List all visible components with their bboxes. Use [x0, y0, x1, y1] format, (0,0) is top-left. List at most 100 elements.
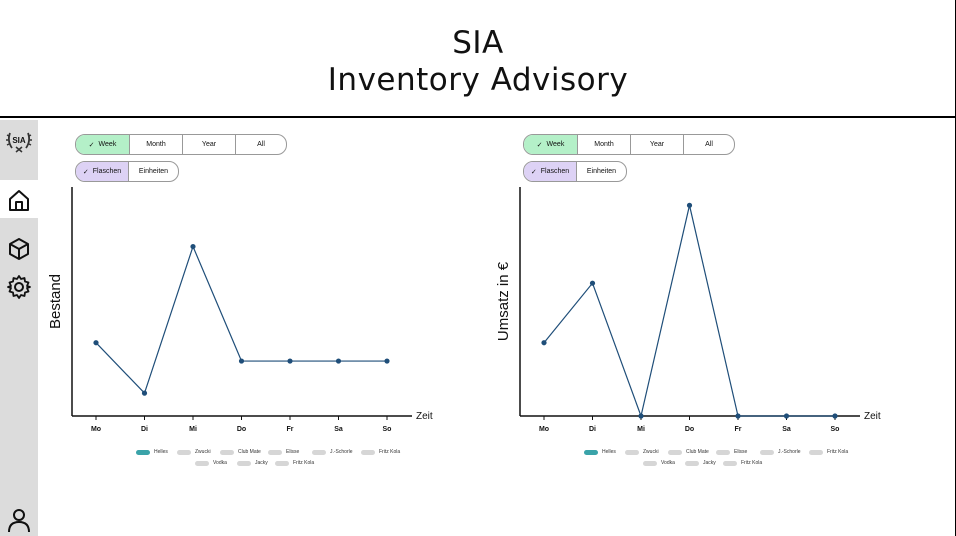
x-tick-label: Mo: [539, 426, 549, 433]
legend-swatch: [625, 449, 639, 455]
app-header: SIA Inventory Advisory: [0, 0, 956, 118]
period-filter: ✓ Week Month Year All: [75, 134, 287, 155]
check-icon: ✓: [88, 141, 95, 149]
stock-chart: Bestand Zeit Mo Di Mi Do Fr Sa So: [47, 187, 433, 433]
user-icon[interactable]: [5, 506, 33, 534]
chart-legend: Helles Zwucki Club Mate Elisse J.-Schorl…: [136, 449, 416, 473]
period-filter: ✓ Week Month Year All: [523, 134, 735, 155]
x-tick-label: Fr: [735, 426, 742, 433]
legend-swatch: [237, 460, 251, 466]
revenue-panel: ✓ Week Month Year All ✓ Flaschen Einheiten…: [486, 120, 926, 536]
legend-item[interactable]: Jacky: [685, 460, 716, 466]
legend-item[interactable]: Vodka: [643, 460, 675, 466]
legend-item[interactable]: Fritz Kola: [809, 449, 848, 455]
check-icon: ✓: [530, 168, 537, 176]
check-icon: ✓: [536, 141, 543, 149]
period-month-button[interactable]: Month: [130, 135, 183, 154]
legend-item[interactable]: Vodka: [195, 460, 227, 466]
data-point: [541, 340, 547, 346]
x-tick-label: Do: [685, 426, 694, 433]
unit-einheiten-button[interactable]: Einheiten: [138, 168, 169, 175]
legend-swatch: [668, 449, 682, 455]
legend-item[interactable]: Zwucki: [177, 449, 211, 455]
data-point: [238, 358, 245, 364]
legend-item[interactable]: Fritz Kola: [723, 460, 762, 466]
legend-item[interactable]: Fritz Kola: [275, 460, 314, 466]
app-title: SIA: [452, 25, 504, 61]
period-all-button[interactable]: All: [257, 141, 265, 148]
legend-item[interactable]: Zwucki: [625, 449, 659, 455]
unit-filter: ✓ Flaschen Einheiten: [523, 161, 627, 182]
x-tick-label: Di: [141, 426, 148, 433]
period-week-button[interactable]: ✓ Week: [524, 135, 578, 154]
legend-swatch: [685, 460, 699, 466]
app-subtitle: Inventory Advisory: [327, 62, 629, 98]
legend-swatch: [760, 449, 774, 455]
data-point: [735, 413, 741, 419]
period-year-button[interactable]: Year: [183, 135, 236, 154]
stock-panel: ✓ Week Month Year All ✓ Flaschen Einheiten…: [38, 120, 478, 536]
x-tick-label: Do: [237, 426, 246, 433]
x-tick-label: Mi: [189, 426, 197, 433]
x-axis-label: Zeit: [416, 411, 433, 422]
legend-swatch: [136, 449, 150, 455]
legend-item[interactable]: Elisse: [716, 449, 747, 455]
data-point: [686, 202, 693, 208]
legend-swatch: [312, 449, 326, 455]
legend-swatch: [268, 449, 282, 455]
legend-swatch: [723, 460, 737, 466]
x-tick-label: Sa: [782, 426, 791, 433]
period-all-button[interactable]: All: [705, 141, 713, 148]
x-tick-label: Di: [589, 426, 596, 433]
legend-item[interactable]: Club Mate: [220, 449, 261, 455]
chart-legend: Helles Zwucki Club Mate Elisse J.-Schorl…: [584, 449, 864, 473]
legend-item[interactable]: Jacky: [237, 460, 268, 466]
box-icon[interactable]: [5, 235, 33, 263]
logo-text: SIA: [12, 136, 26, 145]
unit-flaschen-button[interactable]: ✓ Flaschen: [524, 162, 577, 181]
series-line: [543, 205, 835, 419]
legend-swatch: [809, 449, 823, 455]
x-tick-label: Mi: [637, 426, 645, 433]
x-axis-label: Zeit: [864, 411, 881, 422]
data-point: [93, 340, 99, 346]
data-point: [384, 358, 390, 364]
data-point: [783, 413, 790, 419]
x-tick-label: Fr: [287, 426, 294, 433]
legend-item[interactable]: J.-Schorle: [760, 449, 801, 455]
legend-swatch: [584, 449, 598, 455]
legend-item[interactable]: Helles: [584, 449, 616, 455]
legend-item[interactable]: Fritz Kola: [361, 449, 400, 455]
x-tick-label: Sa: [334, 426, 343, 433]
check-icon: ✓: [82, 168, 89, 176]
legend-swatch: [643, 460, 657, 466]
legend-swatch: [716, 449, 730, 455]
x-tick-label: So: [831, 426, 840, 433]
data-point: [832, 413, 838, 419]
revenue-chart: Umsatz in € Zeit Mo Di Mi Do Fr Sa So: [495, 187, 881, 433]
series-line: [95, 244, 387, 395]
period-week-button[interactable]: ✓ Week: [76, 135, 130, 154]
unit-einheiten-button[interactable]: Einheiten: [586, 168, 617, 175]
legend-swatch: [195, 460, 209, 466]
gear-icon[interactable]: [5, 273, 33, 301]
x-tick-label: Mo: [91, 426, 101, 433]
unit-flaschen-button[interactable]: ✓ Flaschen: [76, 162, 129, 181]
sidebar-item-home-bg: [0, 180, 38, 218]
y-axis-label: Umsatz in €: [495, 261, 512, 341]
legend-item[interactable]: Club Mate: [668, 449, 709, 455]
home-icon[interactable]: [5, 186, 33, 214]
legend-swatch: [220, 449, 234, 455]
unit-filter: ✓ Flaschen Einheiten: [75, 161, 179, 182]
logo-icon[interactable]: SIA: [3, 124, 35, 156]
data-point: [589, 280, 596, 286]
legend-item[interactable]: J.-Schorle: [312, 449, 353, 455]
period-month-button[interactable]: Month: [578, 135, 631, 154]
data-point: [141, 390, 148, 396]
x-tick-label: So: [383, 426, 392, 433]
data-point: [190, 243, 196, 250]
legend-item[interactable]: Elisse: [268, 449, 299, 455]
data-point: [287, 358, 293, 364]
period-year-button[interactable]: Year: [631, 135, 684, 154]
legend-item[interactable]: Helles: [136, 449, 168, 455]
